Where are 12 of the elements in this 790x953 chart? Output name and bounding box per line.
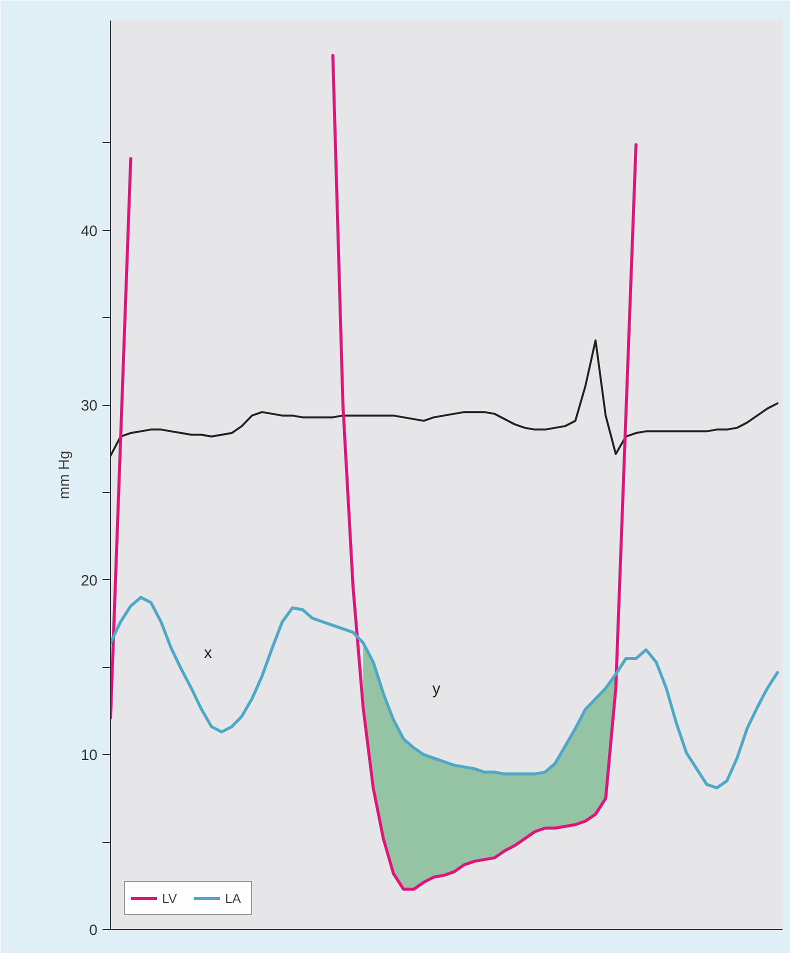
annotation: x (204, 644, 212, 662)
legend-label: LV (162, 890, 178, 906)
annotation: y (432, 681, 440, 698)
line-series (110, 339, 778, 457)
line-series (110, 596, 779, 790)
y-axis-title: mm Hg (56, 450, 73, 500)
y-tick-label: 40 (80, 222, 98, 240)
y-tick-label: 0 (89, 922, 98, 939)
legend-label: LA (225, 890, 242, 906)
y-tick-label: 20 (80, 572, 98, 590)
y-tick-label: 30 (80, 398, 98, 415)
y-tick-label: 10 (80, 747, 98, 764)
